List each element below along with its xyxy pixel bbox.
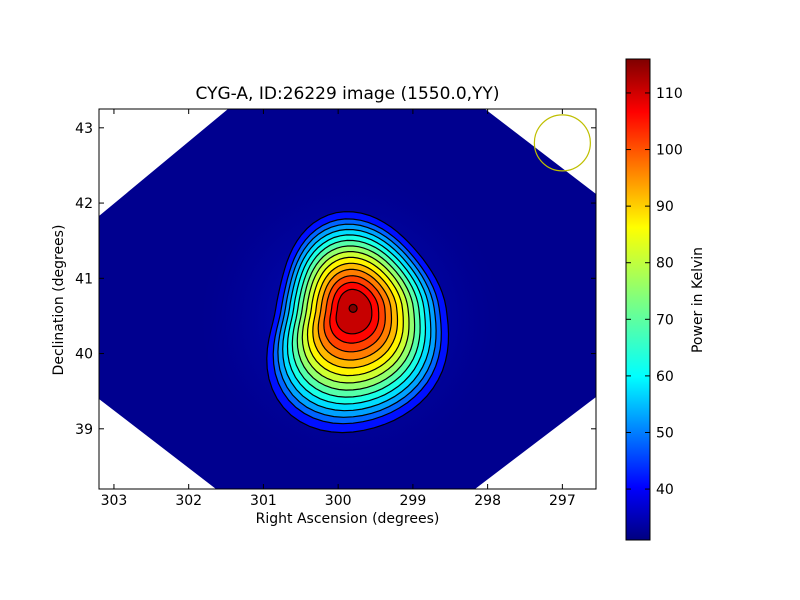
colorbar-tick-label: 40: [656, 482, 674, 498]
x-axis: 303 302 301 300 299 298 297: [101, 109, 576, 509]
contour-line: [323, 275, 386, 353]
contour-line: [301, 251, 410, 384]
contour-layer: [266, 211, 450, 434]
x-tick-label: 301: [250, 493, 277, 509]
plot-frame: [98, 108, 597, 490]
x-tick-label: 299: [400, 493, 427, 509]
colorbar: [625, 58, 651, 541]
y-tick-label: 40: [75, 347, 93, 363]
colorbar-tick-label: 90: [656, 199, 674, 215]
contour-line: [335, 288, 373, 335]
chart-title: CYG-A, ID:26229 image (1550.0,YY): [195, 84, 500, 104]
contour-line: [282, 228, 432, 412]
x-tick-label: 300: [325, 493, 352, 509]
colorbar-ticks: 40 50 60 70 80 90 100 110: [626, 86, 683, 498]
contour-line: [306, 256, 404, 377]
beam-circle: [533, 114, 591, 172]
contour-line: [277, 223, 437, 418]
y-tick-label: 42: [75, 196, 93, 212]
contour-line: [266, 211, 450, 434]
contour-line: [286, 234, 427, 405]
y-tick-label: 39: [75, 422, 93, 438]
colorbar-tick-label: 50: [656, 425, 674, 441]
contour-line: [272, 218, 442, 425]
colorbar-tick-label: 80: [656, 256, 674, 272]
contour-line: [317, 268, 393, 361]
x-axis-label: Right Ascension (degrees): [255, 511, 440, 527]
colorbar-tick-label: 70: [656, 312, 674, 328]
y-tick-label: 41: [75, 271, 93, 287]
y-axis: 39 40 41 42 43: [75, 121, 596, 438]
beam-marker: [533, 114, 591, 172]
colorbar-tick-label: 60: [656, 369, 674, 385]
y-tick-label: 43: [75, 121, 93, 137]
contour-line: [291, 239, 421, 398]
colorbar-tick-label: 100: [656, 143, 683, 159]
colorbar-tick-label: 110: [656, 86, 683, 102]
colorbar-label: Power in Kelvin: [690, 246, 706, 354]
contour-line: [296, 245, 416, 391]
peak-marker: [348, 303, 358, 314]
y-axis-label: Declination (degrees): [51, 224, 67, 376]
x-tick-label: 303: [101, 493, 128, 509]
contour-line: [329, 281, 380, 344]
x-tick-label: 298: [474, 493, 501, 509]
contour-line: [312, 262, 399, 369]
x-tick-label: 302: [175, 493, 202, 509]
x-tick-label: 297: [549, 493, 576, 509]
